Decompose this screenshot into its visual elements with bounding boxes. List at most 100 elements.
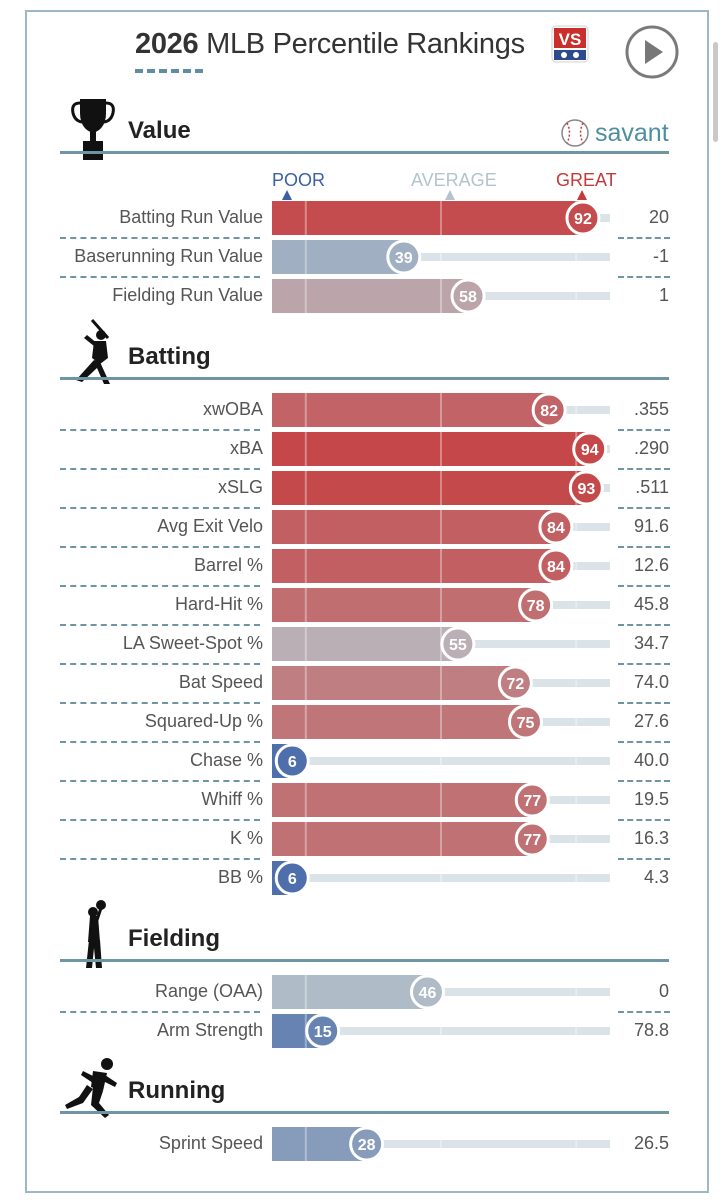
percentile-bar [272, 549, 556, 583]
metric-row-avg-exit-velo[interactable]: 84 [272, 509, 610, 545]
metric-row-xba[interactable]: 94 [272, 431, 610, 467]
percentile-bar [272, 588, 536, 622]
metric-row-sprint-speed[interactable]: 28 [272, 1126, 610, 1162]
metric-label-squared-up: Squared-Up % [144, 711, 263, 731]
scale-markers [282, 190, 587, 200]
metric-value-barrel: 12.6 [633, 555, 669, 575]
savant-link[interactable]: savant [560, 117, 669, 149]
row-separator-right [618, 741, 670, 743]
row-separator-right [618, 663, 670, 665]
percentile-label: 6 [288, 754, 297, 771]
row-separator-right [618, 1011, 670, 1013]
metric-row-bat-speed[interactable]: 72 [272, 665, 610, 701]
percentile-label: 78 [527, 598, 545, 615]
metric-label-k: K % [229, 828, 263, 848]
percentile-bar [272, 240, 404, 274]
metric-row-k[interactable]: 77 [272, 821, 610, 857]
percentile-bubble [386, 239, 422, 275]
row-separator-right [618, 468, 670, 470]
metric-row-barrel[interactable]: 84 [272, 548, 610, 584]
metric-value-hard-hit: 45.8 [633, 594, 669, 614]
metric-row-batting-run-value[interactable]: 92 [272, 200, 610, 236]
row-separator-left [60, 663, 260, 665]
row-separator-right [618, 237, 670, 239]
percentile-bubble [508, 704, 543, 740]
row-separator-left [60, 468, 260, 470]
metric-row-hard-hit[interactable]: 78 [272, 587, 610, 623]
metric-label-whiff: Whiff % [201, 789, 263, 809]
metric-row-range-oaa[interactable]: 46 [272, 974, 610, 1010]
row-separator-left [60, 1011, 260, 1013]
metric-label-xwoba: xwOBA [202, 399, 263, 419]
metric-row-squared-up[interactable]: 75 [272, 704, 610, 740]
poor-marker-icon [282, 190, 292, 200]
runner-icon [65, 1058, 117, 1118]
metric-label-baserunning-run-value: Baserunning Run Value [74, 246, 263, 266]
metric-row-baserunning-run-value[interactable]: 39 [272, 239, 610, 275]
percentile-track [549, 406, 610, 414]
metric-label-arm-strength: Arm Strength [156, 1020, 263, 1040]
percentile-track [515, 679, 610, 687]
scale-great-label: GREAT [556, 170, 617, 190]
percentile-bar [272, 432, 590, 466]
percentile-track [555, 523, 610, 531]
row-separator-right [618, 624, 670, 626]
percentile-label: 77 [523, 793, 541, 810]
metric-value-xslg: .511 [635, 477, 669, 497]
play-button[interactable] [625, 25, 679, 79]
percentile-bar [272, 822, 533, 856]
metric-value-chase: 40.0 [633, 750, 669, 770]
metric-row-xwoba[interactable]: 82 [272, 392, 610, 428]
metric-row-xslg[interactable]: 93 [272, 470, 610, 506]
percentile-bubble [349, 1126, 385, 1162]
section-title-fielding: Fielding [128, 925, 220, 952]
percentile-bubble [538, 509, 574, 545]
metric-value-avg-exit-velo: 91.6 [633, 516, 669, 536]
metric-label-bb: BB % [217, 867, 263, 887]
section-title-batting: Batting [128, 343, 211, 370]
page-title: 2026 MLB Percentile Rankings [135, 28, 525, 61]
percentile-track [403, 253, 610, 261]
row-separator-left [60, 819, 260, 821]
metric-row-chase[interactable]: 6 [272, 743, 610, 779]
metric-row-bb[interactable]: 6 [272, 860, 610, 896]
metric-value-sprint-speed: 26.5 [633, 1133, 669, 1153]
vs-logo-icon: VS [551, 25, 589, 63]
metric-label-batting-run-value: Batting Run Value [119, 207, 263, 227]
percentile-label: 82 [540, 403, 558, 420]
metric-row-arm-strength[interactable]: 15 [272, 1013, 610, 1049]
metric-row-whiff[interactable]: 77 [272, 782, 610, 818]
row-separator-right [618, 780, 670, 782]
metric-value-baserunning-run-value: -1 [652, 246, 669, 266]
metric-row-fielding-run-value[interactable]: 58 [272, 278, 610, 314]
play-icon [645, 40, 663, 64]
metric-value-whiff: 19.5 [633, 789, 669, 809]
row-separator-right [618, 819, 670, 821]
metric-label-sprint-speed: Sprint Speed [158, 1133, 263, 1153]
metric-label-avg-exit-velo: Avg Exit Velo [157, 516, 263, 536]
scrollbar[interactable] [713, 42, 718, 142]
percentile-bubble [572, 431, 608, 467]
metric-row-la-sweet-spot[interactable]: 55 [272, 626, 610, 662]
baseball-icon [561, 119, 589, 147]
row-separator-left [60, 237, 260, 239]
metric-value-batting-run-value: 20 [648, 207, 669, 227]
section-title-value: Value [128, 117, 191, 144]
row-separator-left [60, 780, 260, 782]
percentile-bar [272, 510, 556, 544]
metric-label-fielding-run-value: Fielding Run Value [112, 285, 263, 305]
row-separator-right [618, 858, 670, 860]
percentile-label: 75 [517, 715, 535, 732]
percentile-track [427, 988, 610, 996]
percentile-bar [272, 279, 469, 313]
section-divider-value [60, 151, 669, 154]
metric-label-bat-speed: Bat Speed [178, 672, 263, 692]
row-separator-left [60, 624, 260, 626]
percentile-bar [272, 471, 587, 505]
percentile-label: 55 [449, 637, 467, 654]
percentile-bubble [565, 200, 601, 236]
percentile-track [292, 757, 610, 765]
percentile-track [532, 835, 610, 843]
percentile-label: 46 [419, 985, 437, 1002]
